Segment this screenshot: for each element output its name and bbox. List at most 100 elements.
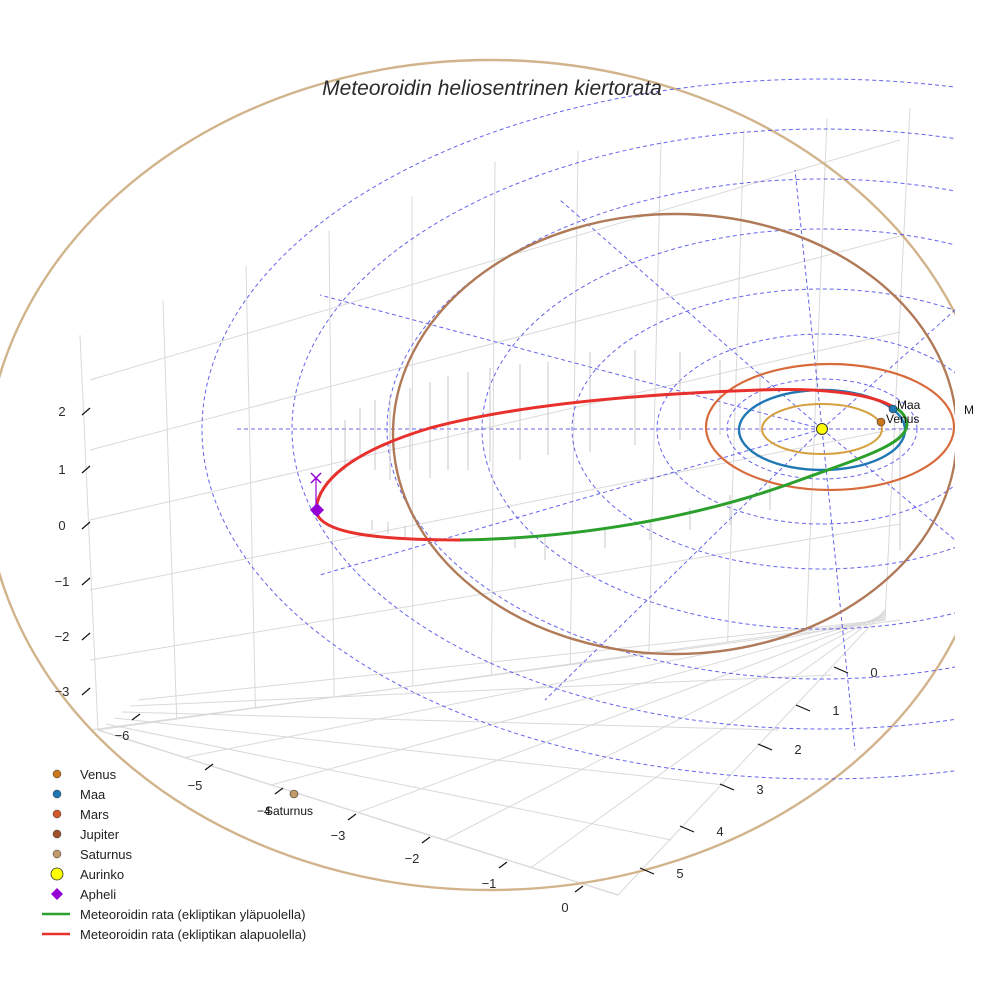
x-tick-mark — [498, 861, 508, 869]
ecliptic-spoke — [319, 428, 823, 576]
z-tick-label: −1 — [55, 574, 70, 589]
legend: Venus Maa Mars Jupiter Saturnus Aurinko Apheli… — [40, 764, 370, 944]
z-tick-mark — [81, 465, 91, 474]
legend-item[interactable]: Meteoroidin rata (ekliptikan alapuolella… — [40, 924, 370, 944]
y-tick-label: 2 — [794, 742, 801, 757]
legend-item[interactable]: Saturnus — [40, 844, 370, 864]
x-tick-mark — [421, 836, 431, 844]
venus-marker — [876, 417, 886, 427]
grid-line — [105, 723, 672, 841]
legend-item[interactable]: Maa — [40, 784, 370, 804]
sun-marker — [816, 423, 828, 435]
grid-line — [411, 196, 414, 687]
label-saturn: Saturnus — [265, 804, 313, 818]
y-tick-mark — [757, 743, 773, 751]
grid-line — [89, 331, 901, 521]
mars-orbit — [704, 362, 955, 492]
meteoroid-orbit-above — [459, 406, 909, 542]
venus-orbit — [761, 403, 883, 455]
x-tick-label: −1 — [482, 876, 497, 891]
x-tick-mark — [131, 713, 141, 721]
legend-item[interactable]: Meteoroidin rata (ekliptikan yläpuolella… — [40, 904, 370, 924]
aphelion-marker — [310, 503, 324, 517]
y-tick-label: 1 — [832, 703, 839, 718]
grid-line — [357, 614, 886, 813]
grid-line — [113, 717, 725, 786]
grid-line — [79, 334, 99, 731]
grid-line — [97, 619, 886, 731]
legend-label: Jupiter — [80, 826, 120, 842]
legend-item[interactable]: Apheli — [40, 884, 370, 904]
x-tick-mark — [274, 787, 284, 795]
y-tick-label: 0 — [870, 665, 877, 680]
legend-item[interactable]: Aurinko — [40, 864, 370, 884]
ecliptic-spoke — [821, 428, 955, 541]
grid-line — [245, 265, 256, 709]
y-tick-mark — [719, 783, 735, 791]
grid-line — [129, 674, 832, 707]
z-tick-mark — [81, 577, 91, 586]
legend-circle-icon — [40, 764, 74, 784]
ecliptic-ring — [571, 288, 955, 570]
grid-line — [617, 609, 886, 896]
aphelion-projection-x-icon — [310, 472, 322, 484]
z-tick-label: −2 — [55, 629, 70, 644]
legend-item[interactable]: Venus — [40, 764, 370, 784]
ecliptic-spoke — [821, 428, 856, 751]
saturn-marker — [289, 789, 299, 799]
grid-line — [884, 107, 911, 621]
axis-ticks: 2 1 0 −1 −2 −3 −6 −5 −3 −2 −1 0 0 1 2 3 4 5 — [55, 404, 878, 915]
grid-line — [89, 523, 901, 661]
z-tick-label: 1 — [58, 462, 65, 477]
legend-circle-icon — [40, 804, 74, 824]
legend-line-icon — [40, 924, 74, 944]
grid-line — [531, 611, 886, 868]
saturn-orbit — [0, 58, 955, 892]
chart-title: Meteoroidin heliosentrinen kiertorata — [322, 77, 662, 100]
legend-item[interactable]: Jupiter — [40, 824, 370, 844]
legend-circle-icon — [40, 844, 74, 864]
x-tick-label: −5 — [188, 778, 203, 793]
jupiter-orbit — [391, 212, 955, 656]
legend-diamond-icon — [40, 884, 74, 904]
legend-label: Aurinko — [80, 866, 125, 882]
ecliptic-spoke — [794, 169, 823, 430]
y-tick-mark — [833, 666, 849, 674]
legend-item[interactable]: Mars — [40, 804, 370, 824]
grid-line — [162, 300, 178, 720]
label-saturn-overlap: −4 — [257, 804, 271, 818]
legend-line-icon — [40, 904, 74, 924]
ecliptic-spoke — [319, 294, 823, 430]
grid-line — [89, 235, 901, 451]
z-tick-label: 2 — [58, 404, 65, 419]
legend-circle-icon — [40, 824, 74, 844]
legend-label: Saturnus — [80, 846, 133, 862]
grid-line — [271, 616, 886, 786]
legend-label: Venus — [80, 766, 117, 782]
label-earth: Maa — [897, 398, 921, 412]
z-tick-label: 0 — [58, 518, 65, 533]
x-tick-mark — [347, 813, 357, 821]
grid-line — [97, 729, 619, 896]
z-tick-label: −3 — [55, 684, 70, 699]
legend-label: Maa — [80, 786, 106, 802]
y-tick-mark — [795, 704, 811, 712]
ecliptic-spoke — [821, 309, 955, 430]
legend-big-circle-icon — [40, 864, 74, 884]
legend-label: Meteoroidin rata (ekliptikan yläpuolella… — [80, 906, 306, 922]
z-tick-mark — [81, 521, 91, 530]
y-tick-label: 4 — [716, 824, 723, 839]
x-tick-label: −2 — [405, 851, 420, 866]
z-tick-mark — [81, 687, 91, 696]
x-tick-mark — [574, 885, 584, 893]
meteoroid-orbit-below — [314, 388, 896, 542]
y-tick-mark — [679, 825, 695, 833]
legend-label: Apheli — [80, 886, 117, 902]
ecliptic-spoke — [544, 428, 823, 701]
x-tick-label: 0 — [561, 900, 568, 915]
z-tick-mark — [81, 407, 91, 416]
grid-line — [89, 427, 901, 591]
x-tick-label: −6 — [115, 728, 130, 743]
x-tick-mark — [204, 763, 214, 771]
